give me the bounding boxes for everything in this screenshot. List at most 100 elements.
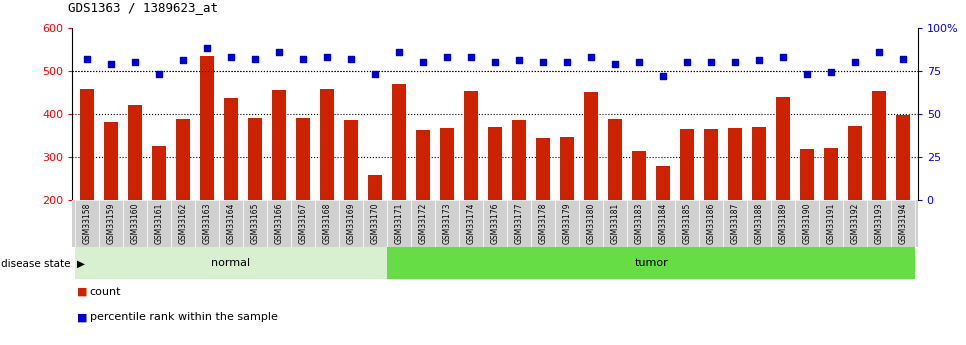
Text: tumor: tumor	[635, 258, 668, 268]
Text: GSM33176: GSM33176	[491, 203, 499, 244]
Text: percentile rank within the sample: percentile rank within the sample	[90, 313, 277, 322]
FancyBboxPatch shape	[867, 200, 892, 247]
Point	[343, 56, 358, 61]
Text: normal: normal	[212, 258, 250, 268]
FancyBboxPatch shape	[387, 247, 916, 279]
Text: GSM33170: GSM33170	[371, 203, 380, 244]
Text: GSM33181: GSM33181	[611, 203, 619, 244]
Bar	[488, 127, 502, 200]
Point	[656, 73, 671, 79]
Point	[464, 54, 479, 60]
FancyBboxPatch shape	[843, 200, 867, 247]
FancyBboxPatch shape	[748, 200, 771, 247]
Text: GSM33171: GSM33171	[394, 203, 404, 244]
FancyBboxPatch shape	[892, 200, 916, 247]
Text: GSM33178: GSM33178	[539, 203, 548, 244]
FancyBboxPatch shape	[242, 200, 267, 247]
Bar	[247, 118, 262, 200]
Text: GSM33187: GSM33187	[730, 203, 740, 244]
Bar	[800, 149, 814, 200]
FancyBboxPatch shape	[267, 200, 291, 247]
Point	[871, 49, 887, 55]
Bar	[79, 89, 94, 200]
Point	[199, 46, 214, 51]
Point	[847, 59, 863, 65]
Point	[391, 49, 407, 55]
Point	[752, 58, 767, 63]
FancyBboxPatch shape	[99, 200, 123, 247]
Point	[151, 71, 166, 77]
FancyBboxPatch shape	[531, 200, 555, 247]
Bar	[608, 119, 622, 200]
Text: GSM33183: GSM33183	[635, 203, 643, 244]
Text: GSM33172: GSM33172	[418, 203, 428, 244]
Point	[608, 61, 623, 67]
Point	[488, 59, 503, 65]
Bar	[632, 150, 646, 200]
Bar	[896, 115, 911, 200]
Bar	[320, 89, 334, 200]
FancyBboxPatch shape	[219, 200, 242, 247]
Bar	[512, 120, 526, 200]
Text: GSM33194: GSM33194	[898, 203, 908, 244]
Point	[511, 58, 526, 63]
FancyBboxPatch shape	[411, 200, 435, 247]
Bar	[200, 57, 214, 200]
Text: GSM33188: GSM33188	[754, 203, 764, 244]
Text: GSM33168: GSM33168	[323, 203, 331, 244]
FancyBboxPatch shape	[387, 200, 411, 247]
Bar	[560, 137, 575, 200]
Text: GSM33160: GSM33160	[130, 203, 139, 244]
Text: GSM33167: GSM33167	[298, 203, 307, 244]
Text: ■: ■	[77, 287, 88, 296]
Point	[128, 59, 143, 65]
Point	[440, 54, 455, 60]
FancyBboxPatch shape	[555, 200, 580, 247]
Point	[223, 54, 239, 60]
FancyBboxPatch shape	[195, 200, 219, 247]
FancyBboxPatch shape	[459, 200, 483, 247]
Text: GSM33189: GSM33189	[779, 203, 787, 244]
FancyBboxPatch shape	[147, 200, 171, 247]
FancyBboxPatch shape	[483, 200, 507, 247]
Text: GSM33180: GSM33180	[586, 203, 596, 244]
FancyBboxPatch shape	[699, 200, 724, 247]
FancyBboxPatch shape	[339, 200, 363, 247]
Bar	[415, 130, 430, 200]
Point	[103, 61, 119, 67]
FancyBboxPatch shape	[74, 247, 387, 279]
Text: GSM33162: GSM33162	[179, 203, 187, 244]
FancyBboxPatch shape	[771, 200, 795, 247]
Bar	[752, 127, 766, 200]
Bar	[728, 128, 743, 200]
Bar	[872, 91, 887, 200]
Bar	[656, 166, 670, 200]
Point	[679, 59, 695, 65]
Bar	[271, 90, 286, 200]
Text: GDS1363 / 1389623_at: GDS1363 / 1389623_at	[69, 1, 218, 14]
Text: GSM33161: GSM33161	[155, 203, 163, 244]
Bar	[848, 126, 863, 200]
Point	[824, 70, 839, 75]
Bar	[392, 84, 407, 200]
Point	[559, 59, 575, 65]
Text: GSM33169: GSM33169	[347, 203, 355, 244]
Bar	[536, 138, 551, 200]
Bar	[128, 105, 142, 200]
Text: count: count	[90, 287, 122, 296]
Text: GSM33165: GSM33165	[250, 203, 260, 244]
Text: GSM33184: GSM33184	[659, 203, 668, 244]
Bar	[152, 146, 166, 200]
Text: GSM33193: GSM33193	[875, 203, 884, 244]
Point	[175, 58, 190, 63]
Text: GSM33159: GSM33159	[106, 203, 115, 244]
Point	[895, 56, 911, 61]
Bar	[824, 148, 838, 200]
Point	[247, 56, 263, 61]
FancyBboxPatch shape	[627, 200, 651, 247]
Point	[296, 56, 311, 61]
Bar	[440, 128, 454, 200]
FancyBboxPatch shape	[795, 200, 819, 247]
Text: GSM33190: GSM33190	[803, 203, 811, 244]
FancyBboxPatch shape	[580, 200, 603, 247]
